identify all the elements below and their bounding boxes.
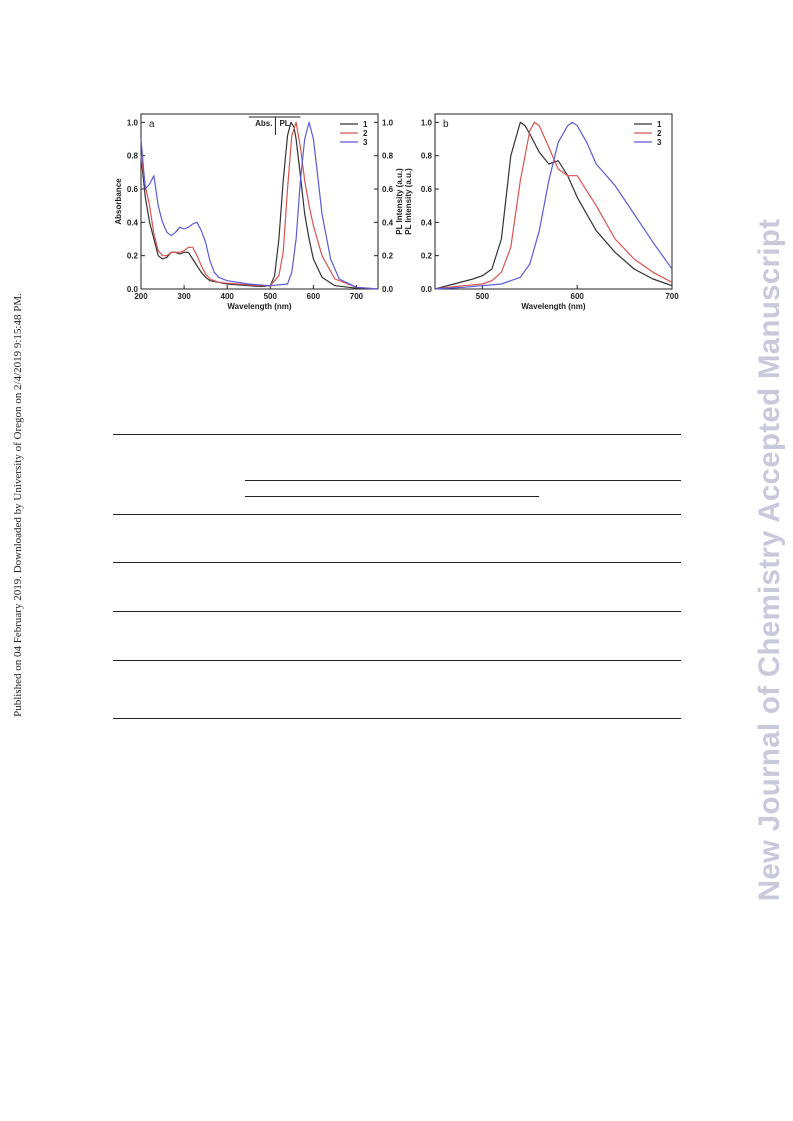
y-axis-label: Absorbance (114, 178, 123, 225)
table-rule-row-3 (113, 660, 681, 661)
table-rule-row-2 (113, 611, 681, 612)
x-tick-label: 400 (221, 292, 235, 301)
panel-label: a (149, 119, 155, 130)
table-rule-sub-1 (245, 480, 681, 481)
series-line-3 (140, 121, 379, 290)
table-rule-top (113, 434, 681, 435)
y-tick-label: 0.8 (127, 152, 139, 161)
table-rule-header (113, 514, 681, 515)
x-tick-label: 600 (307, 292, 321, 301)
annotation-pl: PL (279, 119, 289, 128)
x-tick-label: 500 (264, 292, 278, 301)
table-rule-sub-2 (245, 496, 539, 497)
y-tick-label: 0.2 (127, 252, 139, 261)
y2-tick-label: 0.0 (382, 285, 394, 294)
x-tick-label: 200 (134, 292, 148, 301)
y2-axis-label: PL Intensity (a.u.) (395, 168, 404, 235)
table-rule-row-1 (113, 562, 681, 563)
y-tick-label: 0.4 (127, 218, 139, 227)
table-rule-bottom (113, 718, 681, 719)
y-tick-label: 0.6 (127, 185, 139, 194)
y2-tick-label: 0.4 (382, 218, 394, 227)
series-line-1 (140, 121, 379, 290)
annotation-abs: Abs. (255, 119, 272, 128)
x-axis-label: Wavelength (nm) (227, 302, 291, 311)
series-line-2 (140, 121, 379, 290)
legend-label-3: 3 (363, 138, 368, 147)
y2-tick-label: 0.2 (382, 252, 394, 261)
y-tick-label: 0.0 (127, 285, 139, 294)
x-tick-label: 700 (350, 292, 364, 301)
y2-tick-label: 0.8 (382, 152, 394, 161)
x-tick-label: 300 (177, 292, 191, 301)
plot-frame (140, 113, 379, 290)
legend-label-1: 1 (363, 120, 368, 129)
y2-tick-label: 1.0 (382, 118, 394, 127)
y2-tick-label: 0.6 (382, 185, 394, 194)
legend-label-2: 2 (363, 129, 368, 138)
y-tick-label: 1.0 (127, 118, 139, 127)
